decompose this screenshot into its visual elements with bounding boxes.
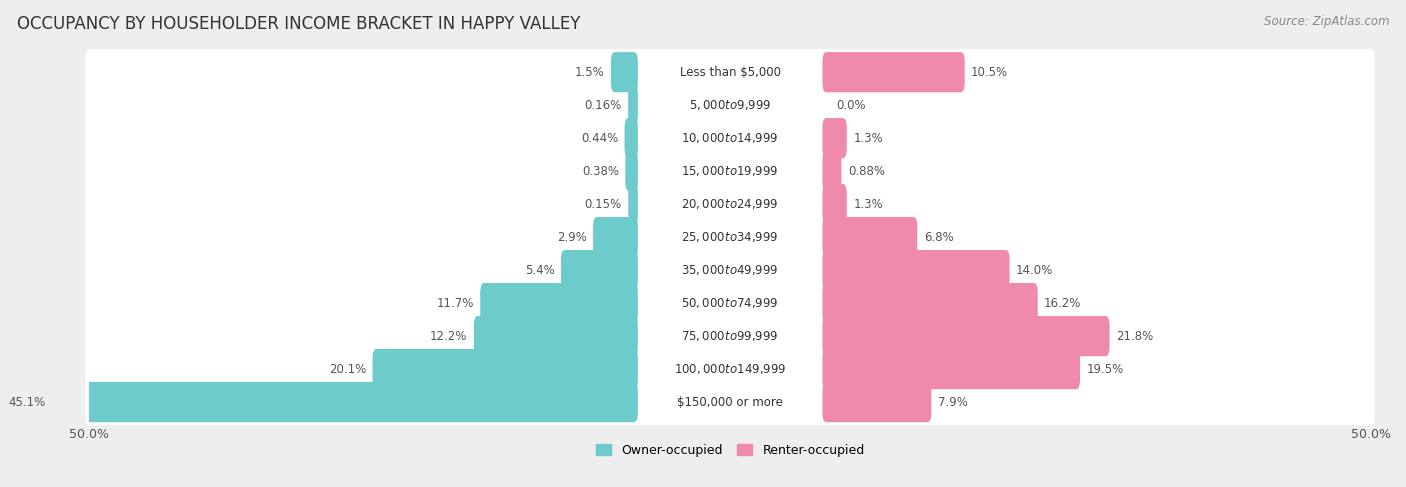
FancyBboxPatch shape [86,181,1375,227]
FancyBboxPatch shape [86,115,1375,161]
FancyBboxPatch shape [86,313,1375,359]
Text: 1.3%: 1.3% [853,131,883,145]
Text: 0.15%: 0.15% [585,198,621,211]
Text: 7.9%: 7.9% [938,395,967,409]
Text: 0.88%: 0.88% [848,165,884,178]
Text: $20,000 to $24,999: $20,000 to $24,999 [682,197,779,211]
Text: 1.5%: 1.5% [575,66,605,79]
Text: 45.1%: 45.1% [8,395,46,409]
FancyBboxPatch shape [474,316,638,356]
Text: 19.5%: 19.5% [1087,363,1123,375]
FancyBboxPatch shape [86,148,1375,194]
Legend: Owner-occupied, Renter-occupied: Owner-occupied, Renter-occupied [591,439,869,462]
FancyBboxPatch shape [626,151,638,191]
FancyBboxPatch shape [628,184,638,225]
FancyBboxPatch shape [86,214,1375,260]
Text: 11.7%: 11.7% [436,297,474,310]
Text: 12.2%: 12.2% [430,330,467,342]
Text: 5.4%: 5.4% [524,263,554,277]
FancyBboxPatch shape [823,382,931,422]
FancyBboxPatch shape [86,379,1375,425]
Text: 21.8%: 21.8% [1116,330,1153,342]
FancyBboxPatch shape [823,316,1109,356]
Text: $10,000 to $14,999: $10,000 to $14,999 [682,131,779,145]
Text: Less than $5,000: Less than $5,000 [679,66,780,79]
Text: $15,000 to $19,999: $15,000 to $19,999 [682,164,779,178]
FancyBboxPatch shape [561,250,638,290]
FancyBboxPatch shape [86,49,1375,95]
FancyBboxPatch shape [823,184,846,225]
FancyBboxPatch shape [823,151,841,191]
Text: $100,000 to $149,999: $100,000 to $149,999 [673,362,786,376]
FancyBboxPatch shape [612,52,638,93]
FancyBboxPatch shape [373,349,638,389]
FancyBboxPatch shape [624,118,638,158]
FancyBboxPatch shape [823,217,917,257]
FancyBboxPatch shape [481,283,638,323]
FancyBboxPatch shape [823,52,965,93]
Text: 16.2%: 16.2% [1045,297,1081,310]
Text: $5,000 to $9,999: $5,000 to $9,999 [689,98,772,112]
Text: $75,000 to $99,999: $75,000 to $99,999 [682,329,779,343]
Text: 0.0%: 0.0% [837,99,866,112]
FancyBboxPatch shape [86,247,1375,293]
Text: 1.3%: 1.3% [853,198,883,211]
FancyBboxPatch shape [823,283,1038,323]
FancyBboxPatch shape [823,118,846,158]
FancyBboxPatch shape [823,349,1080,389]
Text: Source: ZipAtlas.com: Source: ZipAtlas.com [1264,15,1389,28]
Text: 6.8%: 6.8% [924,231,953,244]
FancyBboxPatch shape [52,382,638,422]
FancyBboxPatch shape [86,82,1375,128]
Text: $50,000 to $74,999: $50,000 to $74,999 [682,296,779,310]
Text: 2.9%: 2.9% [557,231,586,244]
Text: $25,000 to $34,999: $25,000 to $34,999 [682,230,779,244]
Text: 0.38%: 0.38% [582,165,619,178]
FancyBboxPatch shape [593,217,638,257]
Text: 14.0%: 14.0% [1017,263,1053,277]
Text: 20.1%: 20.1% [329,363,366,375]
FancyBboxPatch shape [86,280,1375,326]
FancyBboxPatch shape [86,346,1375,392]
Text: $150,000 or more: $150,000 or more [678,395,783,409]
Text: 10.5%: 10.5% [972,66,1008,79]
Text: $35,000 to $49,999: $35,000 to $49,999 [682,263,779,277]
Text: OCCUPANCY BY HOUSEHOLDER INCOME BRACKET IN HAPPY VALLEY: OCCUPANCY BY HOUSEHOLDER INCOME BRACKET … [17,15,581,33]
Text: 0.16%: 0.16% [585,99,621,112]
FancyBboxPatch shape [628,85,638,125]
FancyBboxPatch shape [823,250,1010,290]
Text: 0.44%: 0.44% [581,131,619,145]
